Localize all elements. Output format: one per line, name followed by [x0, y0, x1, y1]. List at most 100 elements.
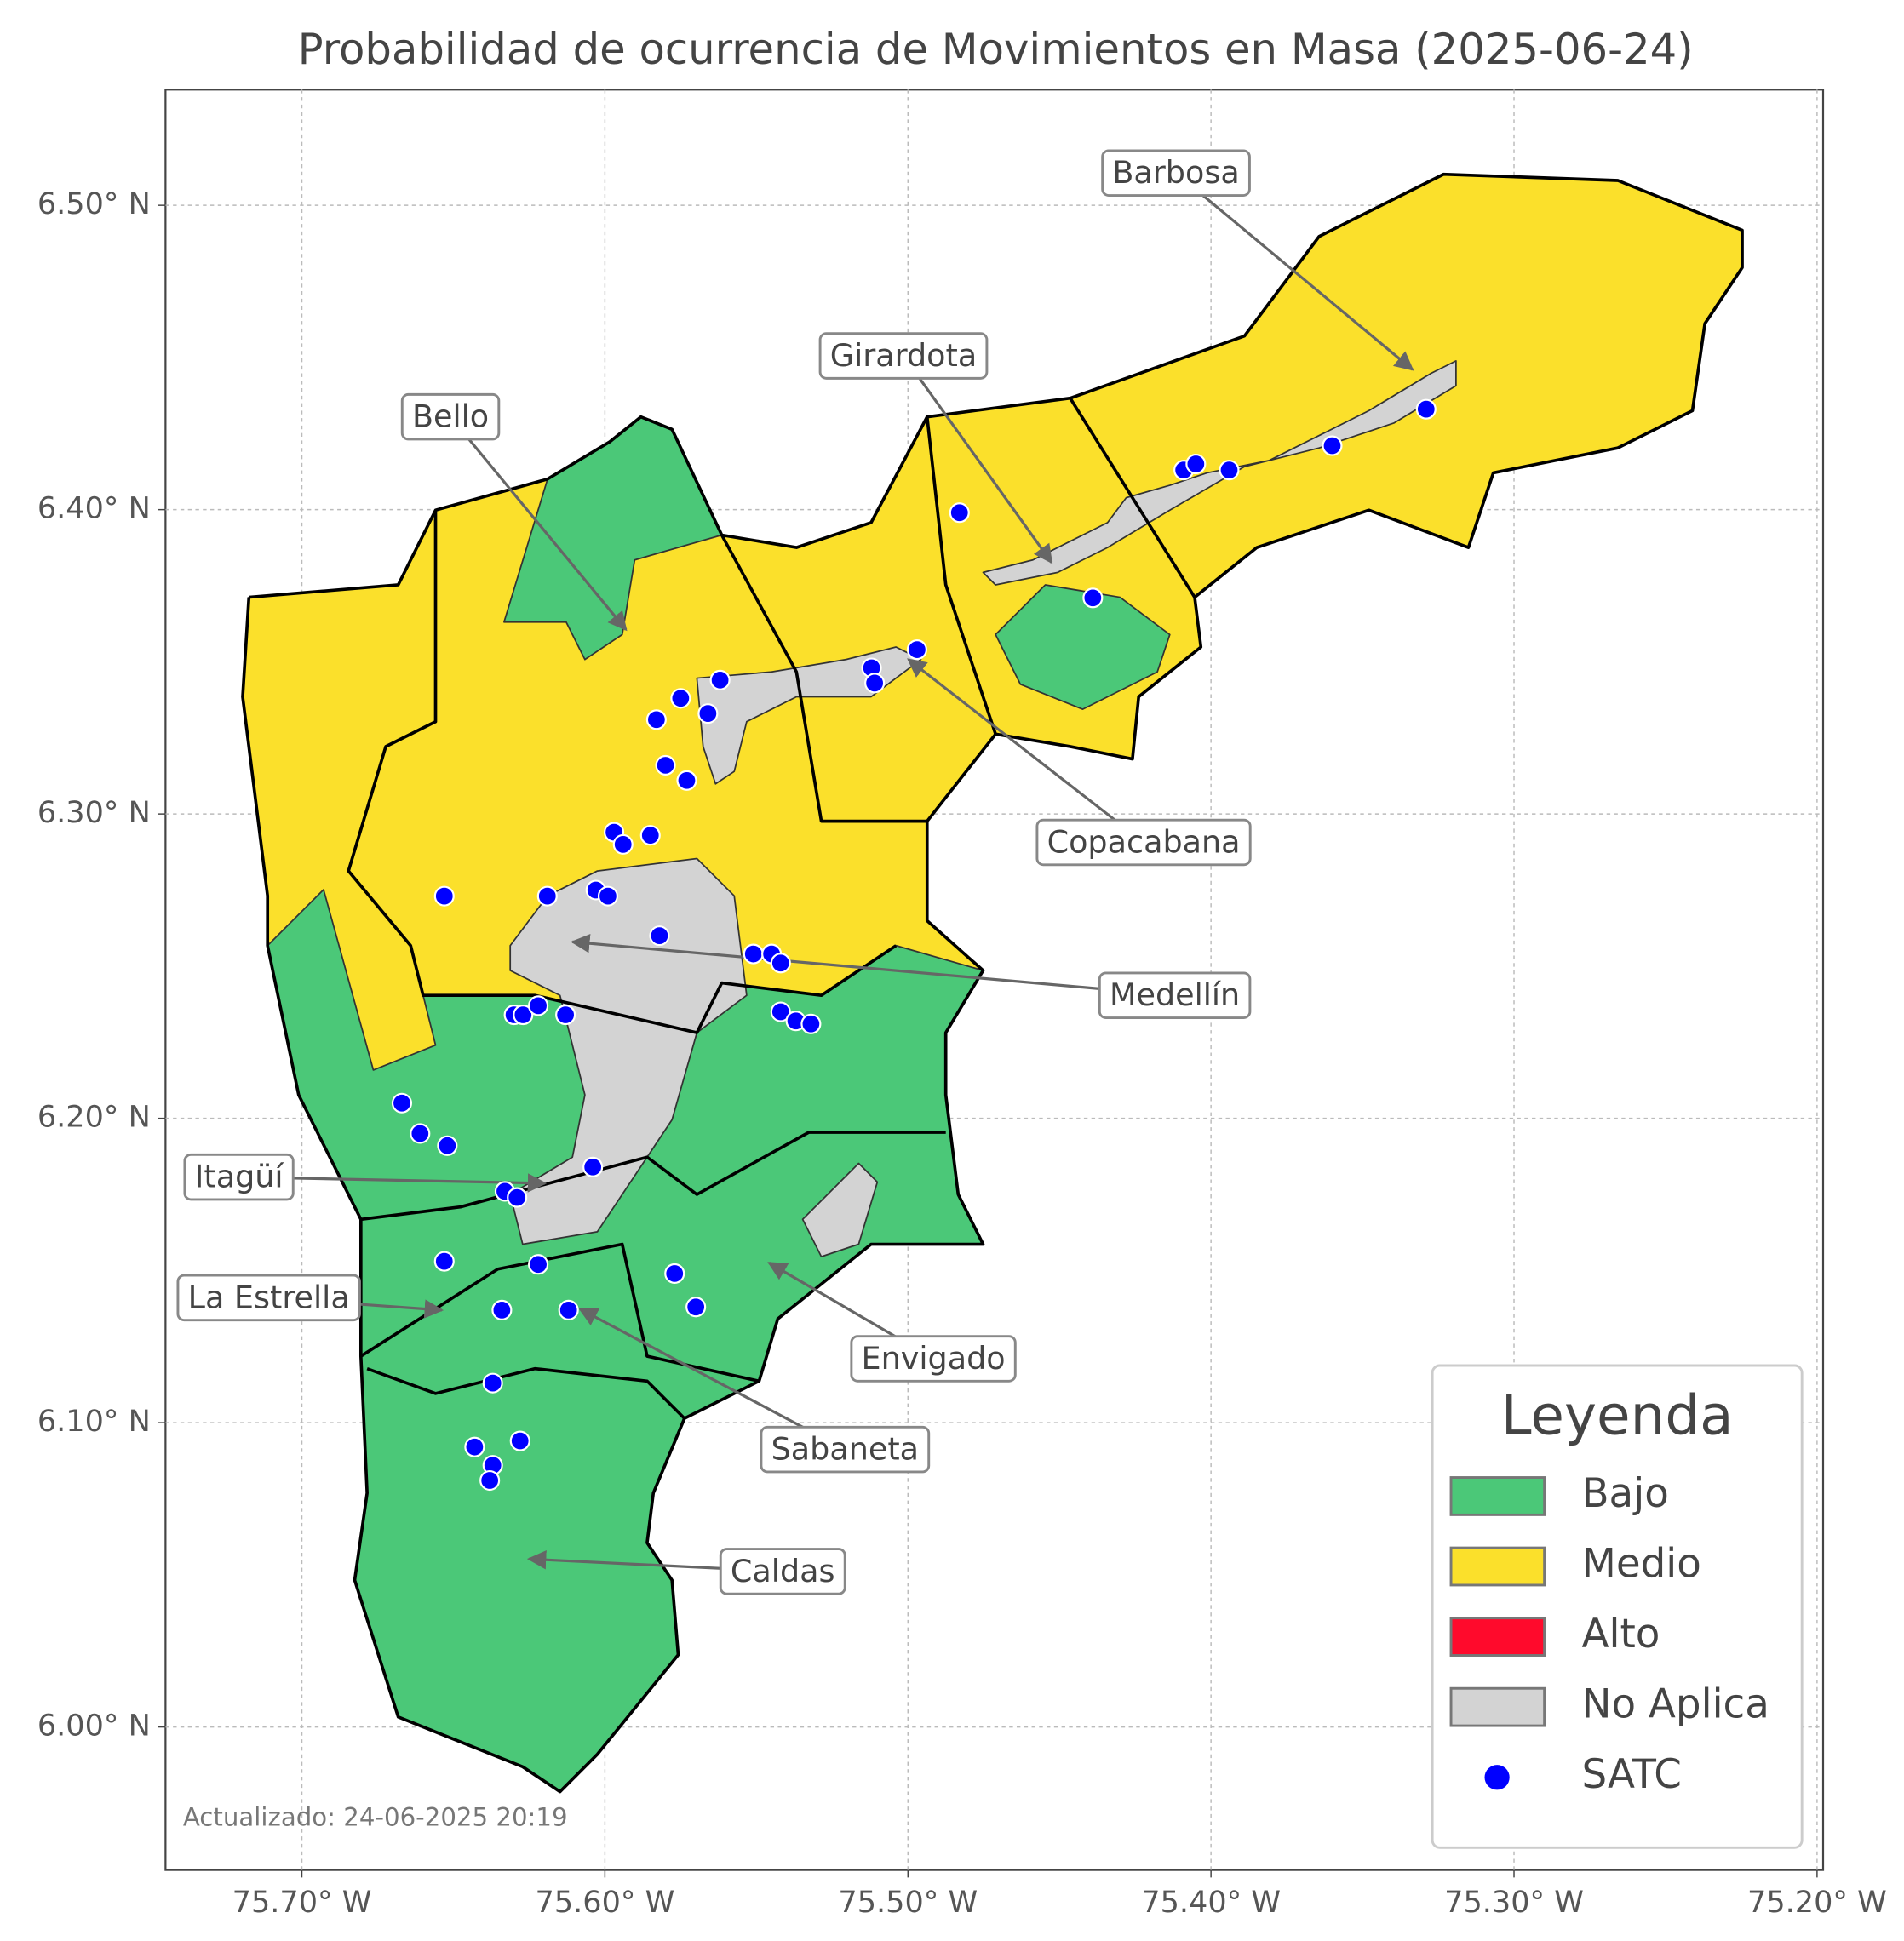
- satc-point: [513, 1005, 534, 1026]
- annotation-label: Barbosa: [1112, 154, 1239, 191]
- satc-point: [1082, 587, 1104, 609]
- annotation-box: [183, 1153, 295, 1201]
- y-tick-label: 6.10° N: [37, 1404, 151, 1439]
- y-tick-label: 6.30° N: [37, 795, 151, 830]
- legend-swatch: [1449, 1546, 1546, 1587]
- legend-title: Leyenda: [1501, 1383, 1734, 1447]
- y-tick-label: 6.40° N: [37, 491, 151, 526]
- municipal-boundary: [366, 1366, 686, 1420]
- satc-point: [509, 1430, 530, 1451]
- satc-point: [410, 1123, 431, 1144]
- annotation-box: [1035, 818, 1252, 867]
- annotation-label: Medellín: [1110, 976, 1240, 1013]
- annotation-label: Copacabana: [1047, 823, 1241, 860]
- annotation-label: Envigado: [862, 1340, 1006, 1377]
- annotation-box: [760, 1425, 931, 1474]
- legend: Leyenda Bajo Medio Alto No Aplica SATC: [1431, 1364, 1804, 1849]
- satc-point: [482, 1372, 503, 1394]
- annotation-label: Sabaneta: [771, 1431, 919, 1468]
- region-no-aplica: [801, 1162, 879, 1258]
- municipal-boundary: [347, 510, 898, 1034]
- x-tick-label: 75.40° W: [1141, 1885, 1281, 1920]
- legend-label: No Aplica: [1581, 1682, 1769, 1728]
- x-tick-label: 75.20° W: [1747, 1885, 1887, 1920]
- legend-swatch: [1449, 1617, 1546, 1657]
- satc-point: [770, 953, 791, 974]
- annotation-arrow: [907, 658, 1145, 844]
- annotation-box: [400, 392, 501, 441]
- map-regions: [241, 172, 1744, 1794]
- satc-point: [639, 825, 661, 846]
- x-tick-label: 75.60° W: [536, 1885, 675, 1920]
- annotation-arrow: [571, 933, 1175, 997]
- legend-label: SATC: [1581, 1752, 1681, 1798]
- legend-label: Bajo: [1581, 1471, 1668, 1517]
- annotation-box: [1101, 149, 1251, 197]
- satc-point: [800, 1013, 822, 1034]
- annotation-label: La Estrella: [188, 1279, 350, 1315]
- municipal-boundary: [720, 534, 927, 823]
- satc-point: [670, 688, 691, 709]
- satc-points: [391, 398, 1437, 1492]
- annotation-box: [1098, 971, 1252, 1019]
- satc-point: [1219, 460, 1240, 481]
- satc-point: [491, 1299, 513, 1320]
- annotation-box: [176, 1274, 361, 1322]
- legend-swatch: [1449, 1476, 1546, 1516]
- axes: 75.70° W 75.60° W 75.50° W 75.40° W 75.30° W…: [37, 186, 1887, 1920]
- satc-point: [555, 1005, 576, 1026]
- annotation-box: [719, 1548, 846, 1595]
- x-tick-label: 75.70° W: [232, 1885, 372, 1920]
- satc-point: [664, 1263, 685, 1284]
- satc-point: [709, 669, 731, 690]
- chart-title: Probabilidad de ocurrencia de Movimiento…: [298, 25, 1694, 74]
- legend-label: Medio: [1581, 1542, 1700, 1588]
- satc-point: [743, 943, 764, 965]
- y-tick-label: 6.00° N: [37, 1709, 151, 1743]
- annotation-arrow: [902, 355, 1053, 564]
- legend-label: Alto: [1581, 1612, 1660, 1658]
- municipal-boundary: [925, 416, 997, 735]
- annotation-arrow: [1175, 171, 1414, 371]
- annotation-label: Caldas: [731, 1553, 835, 1589]
- annotation-label: Bello: [412, 398, 489, 435]
- annotation-box: [818, 332, 989, 380]
- satc-point: [1185, 453, 1207, 475]
- satc-point: [649, 925, 670, 947]
- satc-point: [391, 1092, 413, 1114]
- annotation-label: Girardota: [830, 337, 977, 374]
- satc-point: [906, 639, 927, 661]
- y-tick-label: 6.20° N: [37, 1100, 151, 1135]
- municipal-boundary: [241, 172, 1744, 1794]
- satc-point: [558, 1299, 579, 1320]
- satc-point: [612, 833, 634, 855]
- satc-point: [949, 502, 970, 524]
- satc-point: [437, 1135, 458, 1156]
- footnote: Actualizado: 24-06-2025 20:19: [183, 1803, 568, 1832]
- municipal-boundary: [360, 1131, 946, 1222]
- satc-point: [433, 1251, 455, 1272]
- satc-point: [655, 754, 676, 776]
- satc-point: [676, 770, 697, 791]
- municipal-boundary: [1069, 397, 1196, 598]
- satc-point: [1415, 398, 1437, 420]
- satc-point: [597, 885, 619, 907]
- satc-point: [770, 1001, 791, 1022]
- satc-point: [528, 995, 549, 1016]
- satc-point: [528, 1254, 549, 1275]
- y-tick-label: 6.50° N: [37, 186, 151, 221]
- legend-swatch: [1449, 1686, 1546, 1727]
- satc-point: [479, 1469, 501, 1492]
- x-tick-label: 75.30° W: [1444, 1885, 1584, 1920]
- satc-point: [685, 1297, 707, 1318]
- annotations: Barbosa Girardota Bello Copacabana Medellín I…: [176, 149, 1414, 1595]
- satc-point: [433, 885, 455, 907]
- satc-point: [645, 709, 667, 730]
- satc-point: [507, 1187, 528, 1208]
- satc-point: [536, 885, 558, 907]
- satc-point: [864, 673, 886, 694]
- legend-marker: [1484, 1765, 1510, 1790]
- satc-point: [697, 703, 719, 724]
- annotation-arrow: [449, 415, 628, 632]
